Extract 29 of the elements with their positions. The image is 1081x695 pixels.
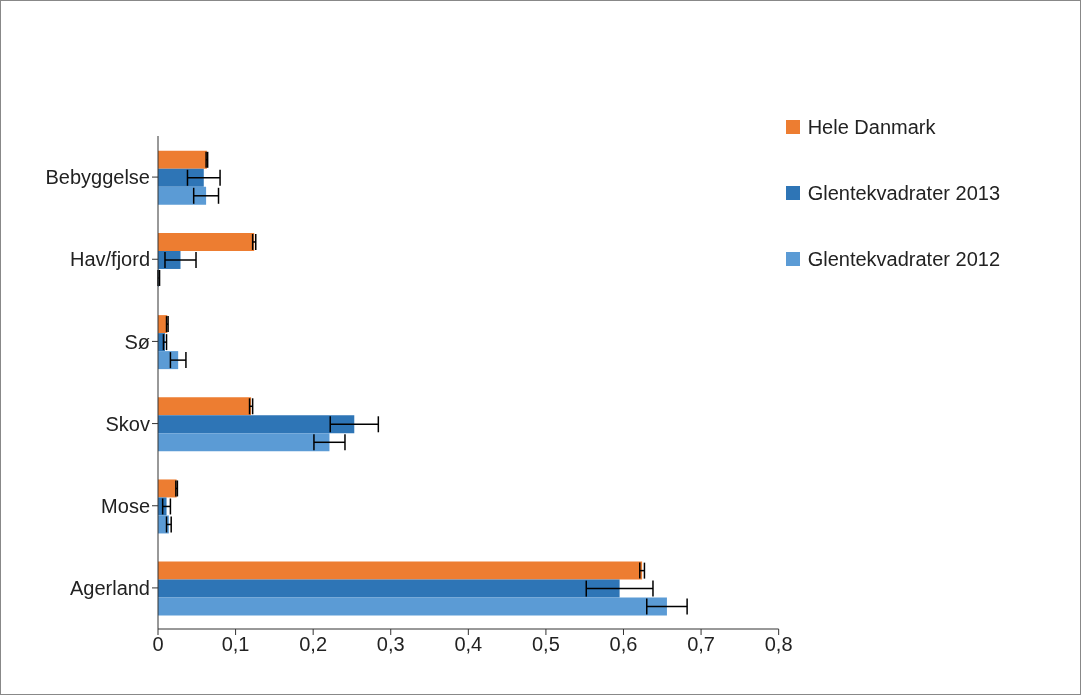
y-tick-label: Mose [101, 494, 150, 517]
x-tick-label: 0,6 [609, 633, 638, 656]
x-tick-label: 0,8 [764, 633, 793, 656]
bar [158, 168, 204, 187]
x-tick-label: 0,2 [299, 633, 328, 656]
legend-label: Glentekvadrater 2012 [807, 247, 1000, 271]
y-tick-label: Bebyggelse [45, 166, 150, 189]
x-tick-label: 0,3 [376, 633, 405, 656]
y-tick-label: Sø [124, 330, 150, 353]
x-tick-label: 0,1 [221, 633, 250, 656]
x-tick-label: 0,5 [532, 633, 560, 656]
bar [158, 561, 643, 580]
bar [158, 397, 252, 416]
legend-label: Glentekvadrater 2013 [807, 181, 1000, 205]
bar [158, 186, 207, 205]
bar [158, 597, 667, 616]
y-tick-label: Hav/fjord [69, 248, 150, 271]
y-tick-label: Agerland [69, 577, 150, 600]
x-tick-label: 0,7 [687, 633, 715, 656]
bar [158, 415, 355, 434]
bar [158, 150, 207, 169]
y-tick-label: Skov [105, 412, 150, 435]
bar [158, 232, 255, 251]
x-tick-label: 0,4 [454, 633, 483, 656]
bar [158, 479, 177, 498]
legend-label: Hele Danmark [807, 115, 936, 139]
x-tick-label: 0 [152, 633, 164, 656]
bar [158, 433, 330, 452]
bar [158, 579, 620, 598]
